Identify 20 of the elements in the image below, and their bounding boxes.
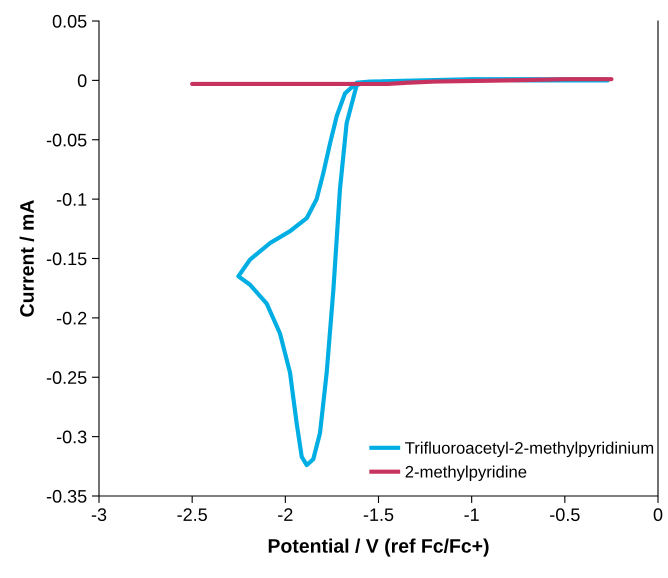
y-tick-label: 0 (78, 74, 86, 88)
x-tick-label: -0.5 (550, 508, 580, 522)
y-tick-label: 0.05 (52, 14, 86, 28)
y-tick-label: -0.3 (56, 430, 86, 444)
x-axis-title: Potential / V (ref Fc/Fc+) (268, 538, 489, 557)
y-tick-label: -0.05 (46, 134, 86, 146)
x-tick-label: 0 (654, 508, 662, 522)
x-tick-label: -1 (464, 508, 479, 521)
x-tick-label: -2.5 (177, 508, 207, 522)
y-tick-label: -0.25 (46, 371, 86, 384)
x-tick-label: -2 (278, 508, 292, 521)
legend-label: 2-methylpyridine (406, 465, 526, 481)
x-tick-label: -1.5 (364, 508, 394, 522)
y-tick-label: -0.2 (56, 312, 86, 325)
y-axis-title: Current / mA (20, 200, 34, 317)
y-tick-label: -0.15 (46, 252, 86, 266)
y-tick-label: -0.35 (46, 490, 86, 503)
x-tick-label: -3 (92, 508, 106, 522)
y-tick-label: -0.1 (56, 193, 86, 206)
legend-label: Trifluoroacetyl-2-methylpyridinium (405, 442, 654, 458)
